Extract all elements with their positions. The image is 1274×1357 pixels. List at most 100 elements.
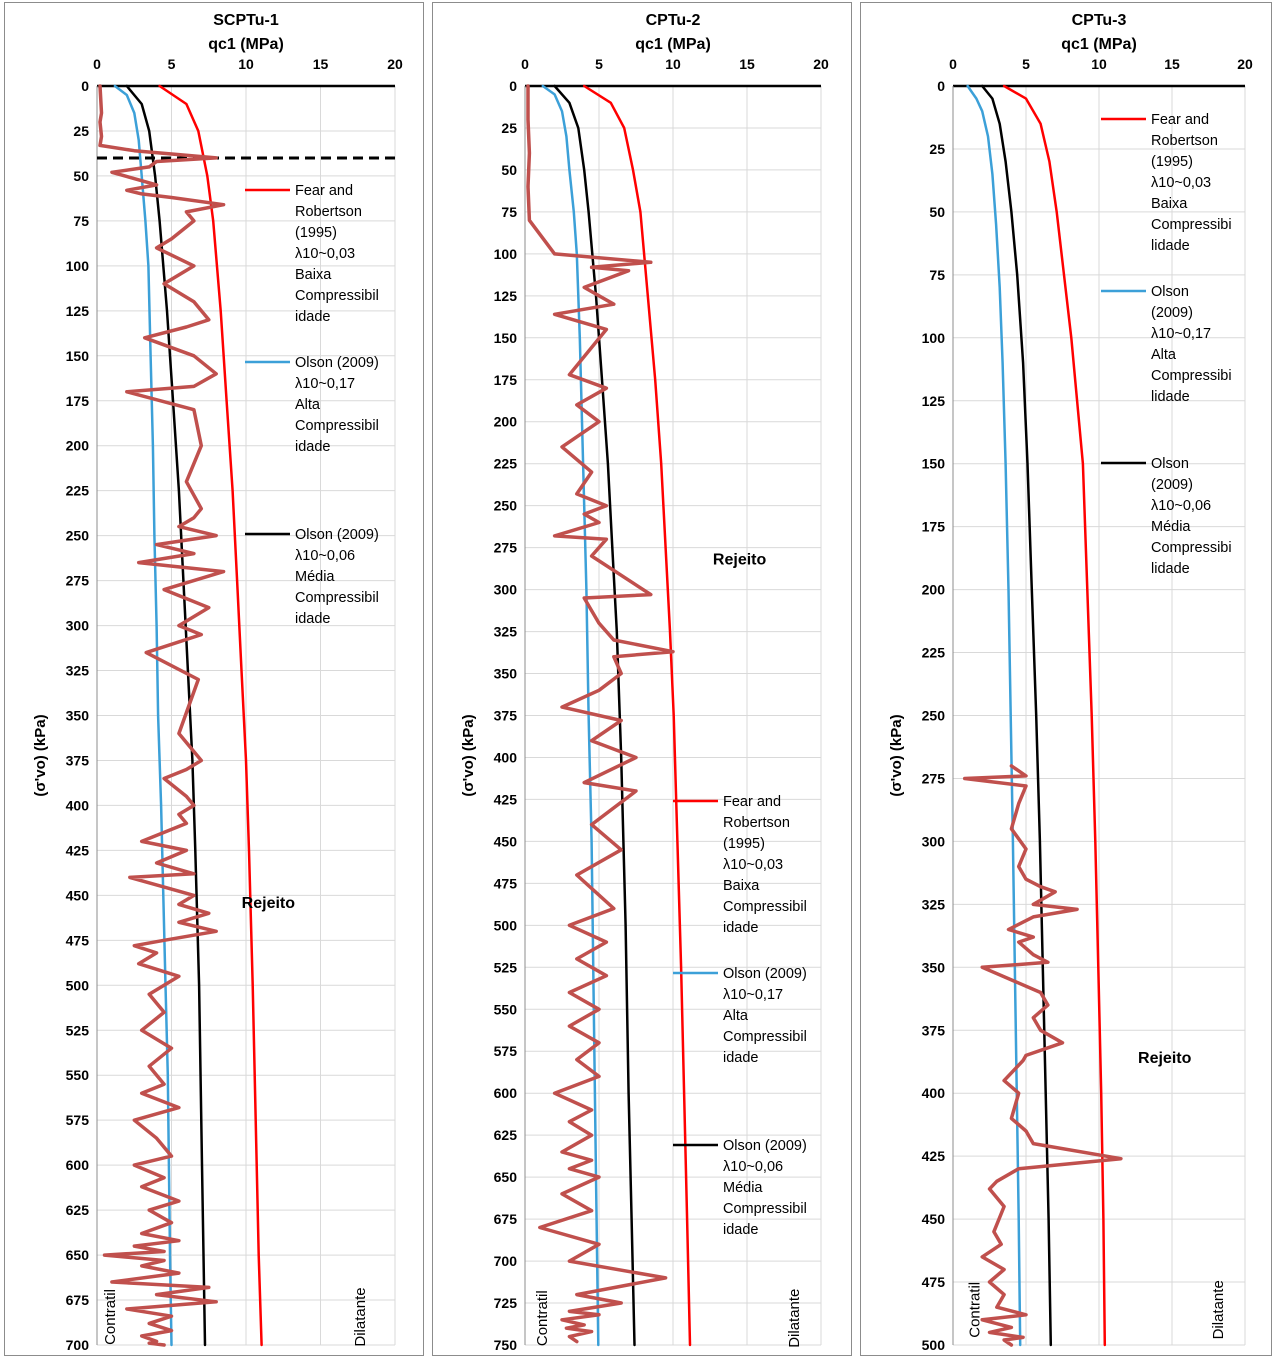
legend-entry-line: Alta: [1151, 347, 1177, 363]
y-tick-label: 550: [494, 1001, 518, 1017]
legend-entry-line: Fear and: [1151, 112, 1209, 128]
legend-entry-line: Fear and: [723, 794, 781, 810]
legend-entry-line: Compressibil: [295, 590, 379, 606]
y-tick-label: 50: [501, 162, 517, 178]
reference-curve-2: [125, 84, 207, 1347]
y-tick-label: 500: [494, 917, 518, 933]
legend-entry-line: Compressibi: [1151, 368, 1232, 384]
y-tick-label: 350: [66, 708, 90, 724]
annotation-dilatante: Dilatante: [1210, 1280, 1227, 1339]
y-tick-label: 450: [66, 887, 90, 903]
x-tick-label: 20: [387, 56, 403, 72]
reference-curve-0: [158, 84, 263, 1347]
legend-entry-line: Alta: [723, 1008, 749, 1024]
y-tick-label: 300: [494, 582, 518, 598]
y-tick-label: 0: [509, 78, 517, 94]
legend-entry-line: Compressibil: [295, 288, 379, 304]
y-tick-label: 100: [494, 246, 518, 262]
measured-qc1-series: [526, 84, 675, 1344]
legend-entry-line: idade: [723, 1222, 758, 1238]
x-tick-label: 15: [1164, 56, 1180, 72]
legend-entry-line: Olson (2009): [295, 355, 379, 371]
y-tick-label: 325: [922, 896, 946, 912]
y-tick-label: 150: [922, 456, 946, 472]
x-tick-label: 15: [739, 56, 755, 72]
legend-entry-line: Compressibil: [723, 1201, 807, 1217]
y-tick-label: 425: [922, 1148, 946, 1164]
y-tick-label: 25: [73, 123, 89, 139]
chart-title: CPTu-2: [646, 12, 701, 29]
y-tick-label: 350: [494, 666, 518, 682]
legend-entry-line: Compressibi: [1151, 540, 1232, 556]
annotation-rejeito: Rejeito: [242, 895, 296, 912]
legend-entry-line: Média: [1151, 519, 1191, 535]
legend-entry-line: idade: [723, 920, 758, 936]
legend-entry-line: Olson (2009): [295, 527, 379, 543]
reference-curve-2: [980, 84, 1053, 1347]
y-tick-label: 0: [81, 78, 89, 94]
measured-qc1-series: [98, 84, 226, 1347]
y-tick-label: 425: [494, 791, 518, 807]
legend-entry-line: Fear and: [295, 183, 353, 199]
x-axis-label: qc1 (MPa): [208, 36, 284, 53]
chart-title: SCPTu-1: [213, 12, 279, 29]
y-tick-label: 125: [66, 303, 90, 319]
reference-curve-0: [1002, 84, 1107, 1347]
y-tick-label: 200: [922, 582, 946, 598]
y-tick-label: 500: [66, 977, 90, 993]
y-tick-label: 400: [494, 749, 518, 765]
reference-curve-1: [966, 84, 1022, 1347]
y-axis-label: (σ'vo) (kPa): [460, 714, 477, 796]
legend-entry: Olson (2009) λ10~0,06 Média Compressibi lidad…: [1151, 456, 1232, 577]
legend-entry-line: lidade: [1151, 389, 1190, 405]
y-tick-label: 25: [929, 141, 945, 157]
legend-entry-line: Baixa: [723, 878, 760, 894]
y-tick-label: 0: [937, 78, 945, 94]
chart-panel-scptu-1: SCPTu-1 qc1 (MPa) (σ'vo) (kPa) 0 5 10 15 20 0 25 5…: [4, 2, 424, 1356]
legend-entry-line: λ10~0,06: [295, 548, 355, 564]
y-tick-label: 675: [494, 1211, 518, 1227]
y-tick-label: 125: [494, 288, 518, 304]
annotation-contratil: Contratil: [534, 1290, 551, 1346]
legend-entry: Fear and Robertson (1995) λ10~0,03 Baixa Comp…: [295, 183, 379, 325]
annotation-dilatante: Dilatante: [352, 1287, 369, 1346]
legend-entry-line: λ10~0,17: [723, 987, 783, 1003]
y-tick-label: 375: [922, 1022, 946, 1038]
y-tick-label: 375: [66, 752, 90, 768]
y-tick-label: 25: [501, 120, 517, 136]
y-tick-label: 225: [66, 483, 90, 499]
y-tick-label: 450: [922, 1211, 946, 1227]
annotation-contratil: Contratil: [966, 1282, 983, 1338]
y-tick-label: 225: [922, 645, 946, 661]
x-tick-label: 10: [1091, 56, 1107, 72]
y-axis-label: (σ'vo) (kPa): [888, 714, 905, 796]
y-tick-label: 175: [494, 372, 518, 388]
x-tick-label: 5: [595, 56, 603, 72]
y-tick-label: 450: [494, 833, 518, 849]
y-tick-label: 175: [66, 393, 90, 409]
y-axis-label: (σ'vo) (kPa): [32, 714, 49, 796]
y-tick-label: 75: [73, 213, 89, 229]
legend-entry-line: Média: [723, 1180, 763, 1196]
y-tick-label: 475: [922, 1274, 946, 1290]
y-tick-label: 75: [501, 204, 517, 220]
y-tick-label: 125: [922, 393, 946, 409]
legend-entry-line: Robertson: [295, 204, 362, 220]
y-tick-label: 75: [929, 267, 945, 283]
annotation-rejeito: Rejeito: [713, 551, 767, 568]
legend-entry-line: Baixa: [1151, 196, 1188, 212]
legend-entry-line: Olson (2009): [723, 966, 807, 982]
legend-entry-line: λ10~0,03: [723, 857, 783, 873]
legend-entry-line: (1995): [723, 836, 765, 852]
legend-entry-line: λ10~0,06: [1151, 498, 1211, 514]
legend-entry: Fear and Robertson (1995) λ10~0,03 Baixa Comp…: [1151, 112, 1232, 254]
measured-qc1-series: [962, 764, 1123, 1347]
legend-entry-line: λ10~0,17: [295, 376, 355, 392]
y-tick-label: 250: [494, 498, 518, 514]
reference-curve-2: [553, 84, 636, 1347]
legend-entry-line: (1995): [1151, 154, 1193, 170]
x-axis-label: qc1 (MPa): [635, 36, 711, 53]
y-tick-label: 525: [66, 1022, 90, 1038]
